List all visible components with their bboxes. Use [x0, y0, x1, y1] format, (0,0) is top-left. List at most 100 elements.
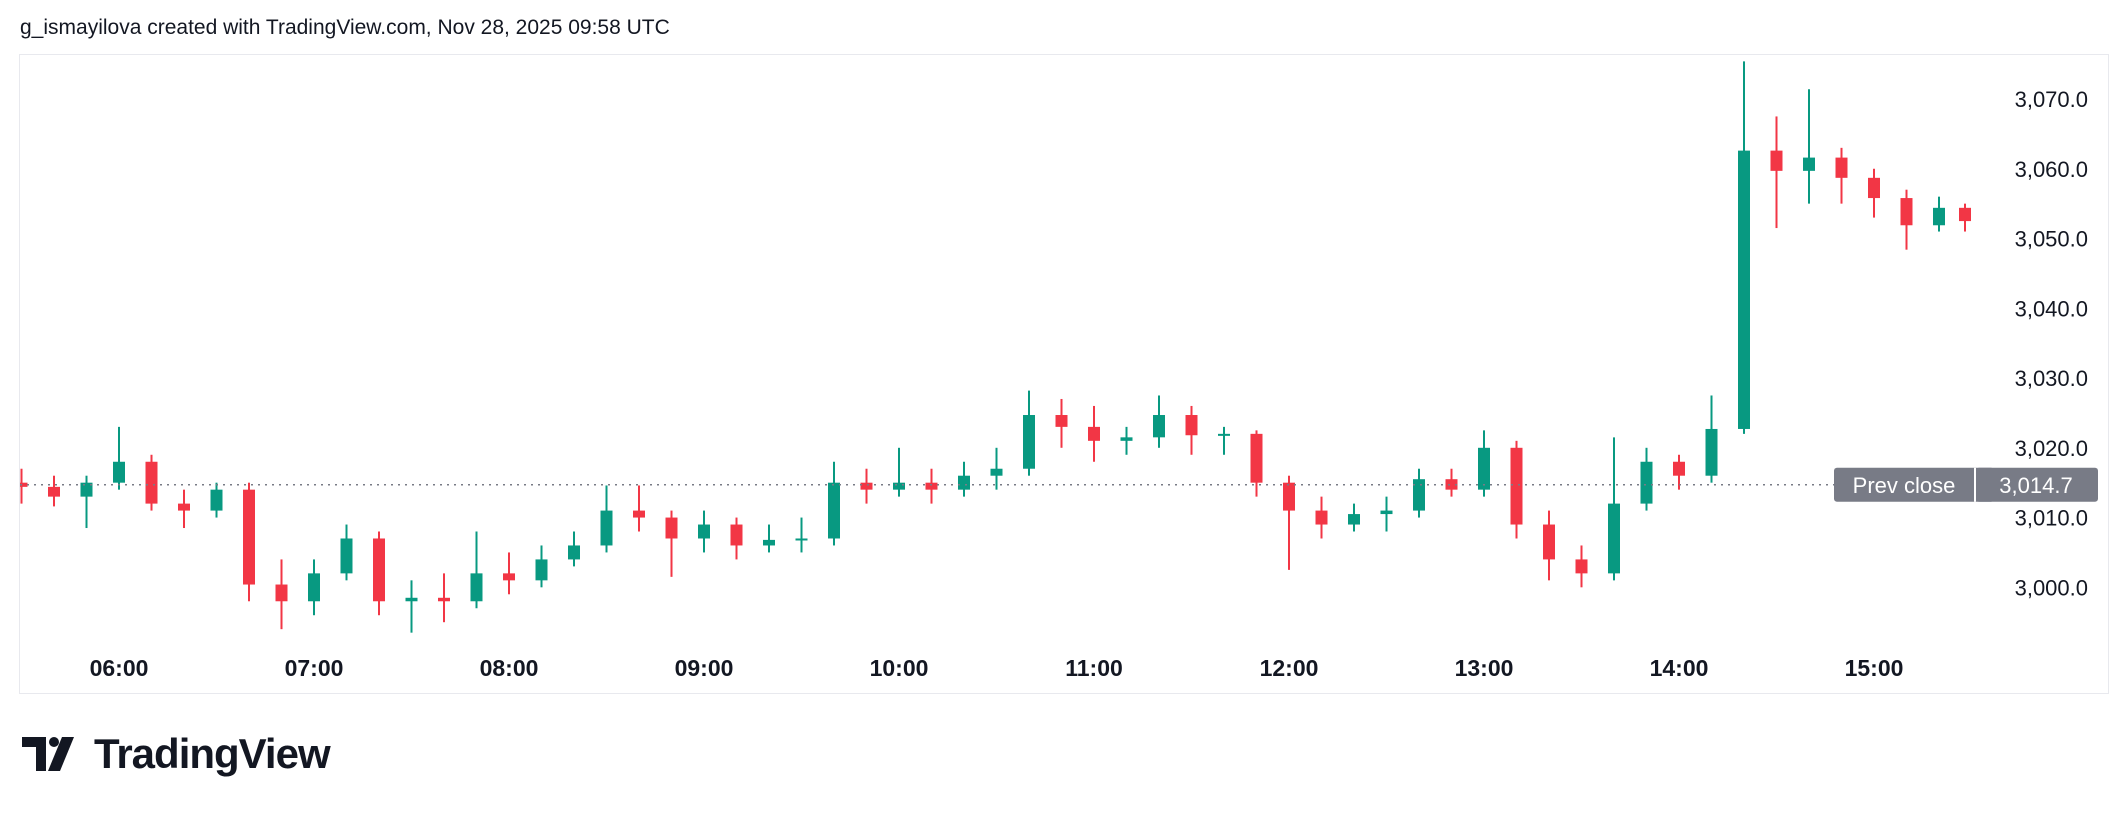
candle-body	[633, 510, 645, 518]
candle-body	[275, 584, 288, 602]
candle-body	[1088, 426, 1100, 441]
candle	[1803, 89, 1815, 204]
candle-body	[925, 482, 938, 490]
candle	[1120, 426, 1133, 455]
candle-body	[1738, 150, 1750, 429]
candle-body	[1510, 447, 1523, 525]
candle	[795, 517, 808, 553]
candle-body	[1575, 559, 1588, 574]
time-tick-label: 11:00	[1065, 655, 1123, 681]
candle	[893, 447, 905, 497]
candle	[145, 454, 158, 511]
candle-body	[113, 461, 125, 483]
candle-body	[145, 461, 158, 504]
candle	[113, 426, 125, 490]
candle-body	[1023, 415, 1035, 469]
candle-body	[990, 468, 1003, 476]
candle-body	[210, 489, 223, 511]
candle-body	[178, 503, 190, 511]
candle	[1959, 203, 1971, 232]
candle-body	[20, 482, 28, 487]
candle-body	[1608, 503, 1620, 574]
chart-frame[interactable]: 3,000.0 3,010.0 3,020.0 3,030.0 3,040.0 3,050…	[19, 54, 2109, 694]
candle	[698, 510, 710, 553]
candle	[1705, 395, 1718, 483]
candle	[633, 485, 645, 532]
time-tick-label: 14:00	[1650, 655, 1709, 681]
time-tick-label: 12:00	[1260, 655, 1319, 681]
candle	[1250, 430, 1263, 497]
candle-body	[1868, 177, 1880, 199]
candle	[1868, 168, 1880, 218]
prev-close-label-bg	[1834, 467, 1994, 502]
tradingview-logo-icon	[22, 737, 74, 771]
candle-body	[828, 482, 840, 539]
candle	[1185, 405, 1198, 455]
candle-body	[1315, 510, 1328, 525]
price-tick-label: 3,040.0	[2015, 296, 2088, 321]
candle	[470, 531, 483, 609]
candle-body	[568, 545, 580, 560]
time-tick-label: 15:00	[1845, 655, 1904, 681]
time-tick-label: 06:00	[90, 655, 149, 681]
candle-body	[470, 573, 483, 602]
candles	[20, 61, 1971, 633]
candle-body	[893, 482, 905, 490]
candle	[1673, 454, 1685, 490]
candle	[373, 531, 385, 616]
candle-body	[340, 538, 353, 574]
candle-body	[1348, 514, 1360, 525]
candle-body	[1835, 157, 1848, 178]
candle	[1770, 116, 1783, 229]
price-tick-label: 3,010.0	[2015, 506, 2088, 531]
candle	[1933, 196, 1945, 232]
candle	[1608, 437, 1620, 581]
candle	[340, 524, 353, 581]
candle	[1413, 468, 1425, 518]
candle-body	[600, 510, 613, 546]
candle	[275, 559, 288, 630]
candle	[503, 552, 515, 595]
time-axis[interactable]: 06:00 07:00 08:00 09:00 10:00 11:00 12:00 13:00…	[90, 655, 1904, 681]
candle	[20, 468, 28, 504]
tradingview-logo[interactable]: TradingView	[22, 730, 331, 778]
candle-body	[1218, 433, 1230, 436]
candlestick-chart[interactable]: 3,000.0 3,010.0 3,020.0 3,030.0 3,040.0 3,050…	[20, 55, 2110, 695]
candle-body	[48, 486, 60, 497]
candle	[1835, 147, 1848, 204]
time-tick-label: 13:00	[1455, 655, 1514, 681]
price-axis[interactable]: 3,000.0 3,010.0 3,020.0 3,030.0 3,040.0 3,050…	[2015, 87, 2088, 600]
price-tick-label: 3,000.0	[2015, 575, 2088, 600]
candle	[1348, 503, 1360, 532]
candle-body	[535, 559, 548, 581]
price-tick-label: 3,060.0	[2015, 157, 2088, 182]
time-tick-label: 08:00	[480, 655, 539, 681]
candle-body	[438, 597, 450, 602]
candle	[308, 559, 320, 616]
candle	[1218, 426, 1230, 455]
candle-body	[1380, 510, 1393, 515]
attribution-text: g_ismayilova created with TradingView.co…	[20, 16, 670, 39]
candle	[1543, 510, 1555, 581]
candle	[600, 485, 613, 553]
candle	[1315, 496, 1328, 539]
tradingview-logo-text: TradingView	[94, 730, 331, 777]
candle	[1088, 405, 1100, 462]
time-tick-label: 10:00	[870, 655, 929, 681]
candle-body	[1445, 479, 1458, 490]
prev-close-value: 3,014.7	[1999, 473, 2072, 498]
candle	[1900, 189, 1913, 250]
candle	[405, 580, 418, 633]
candle	[1023, 390, 1035, 476]
candle-body	[503, 573, 515, 581]
candle-body	[763, 539, 775, 546]
candle	[1640, 447, 1653, 511]
candle-body	[1959, 207, 1971, 222]
candle	[568, 531, 580, 567]
candle	[1510, 440, 1523, 539]
candle	[1738, 61, 1750, 434]
candle-body	[1120, 437, 1133, 441]
candle-body	[698, 524, 710, 539]
candle-body	[730, 524, 743, 546]
candle	[1575, 545, 1588, 588]
